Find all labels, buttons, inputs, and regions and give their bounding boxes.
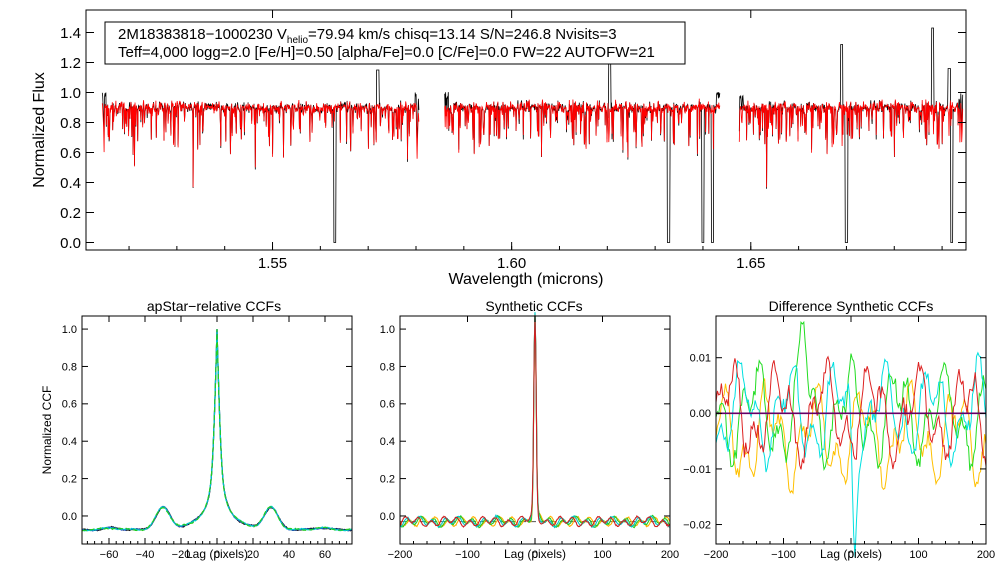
ccf-relative-xtick-label: 0 bbox=[214, 549, 220, 561]
ccf-relative-ytick-label: 0.0 bbox=[62, 511, 77, 523]
spectrum-ytick-label: 1.0 bbox=[60, 85, 81, 102]
ccf-difference-ytick-label: 0.00 bbox=[690, 408, 711, 420]
ccf-relative-xtick-label: −40 bbox=[136, 549, 155, 561]
ccf-synthetic-xlabel: Lag (pixels) bbox=[504, 547, 566, 561]
ccf-synthetic-line-4 bbox=[399, 315, 671, 528]
info-line-1: 2M18383818−1000230 Vhelio=79.94 km/s chi… bbox=[118, 26, 617, 46]
ccf-synthetic-xtick-label: 100 bbox=[593, 549, 611, 561]
ccf-synthetic-ytick-label: 0.6 bbox=[380, 399, 395, 411]
spectrum-ytick-label: 0.4 bbox=[60, 175, 81, 192]
ccf-relative-ytick-label: 1.0 bbox=[62, 324, 77, 336]
ccf-relative-series-layer bbox=[81, 329, 353, 532]
ccf-relative-xtick-label: 60 bbox=[319, 549, 331, 561]
ccf-difference-xtick-label: 200 bbox=[977, 549, 995, 561]
ccf-difference-ytick-label: −0.01 bbox=[683, 464, 711, 476]
ccf-synthetic-xtick-label: 0 bbox=[532, 549, 538, 561]
ccf-difference-panel: Difference Synthetic CCFs −200 −100 0 100 20… bbox=[683, 298, 995, 561]
spectrum-ytick-label: 1.4 bbox=[60, 25, 81, 42]
ccf-difference-line-4 bbox=[715, 355, 987, 470]
info-line-1-prefix: 2M18383818−1000230 V bbox=[118, 26, 287, 43]
ccf-difference-xlabel: Lag (pixels) bbox=[820, 547, 882, 561]
ccf-relative-panel: apStar−relative CCFs −60 −40 −20 0 20 40 60 0.0… bbox=[40, 298, 353, 561]
ccf-synthetic-ticks: −200 −100 0 100 200 0.0 0.2 0.4 0.6 0.8 1.0 bbox=[380, 316, 679, 561]
info-line-1-suffix: =79.94 km/s chisq=13.14 S/N=246.8 Nvisit… bbox=[308, 26, 617, 43]
ccf-difference-ytick-label: 0.01 bbox=[690, 353, 711, 365]
spectrum-ytick-label: 0.6 bbox=[60, 145, 81, 162]
ccf-synthetic-ytick-label: 0.0 bbox=[380, 511, 395, 523]
ccf-difference-xtick-label: 100 bbox=[909, 549, 927, 561]
ccf-difference-xtick-label: 0 bbox=[848, 549, 854, 561]
spectrum-series-layer bbox=[101, 27, 964, 243]
ccf-relative-ytick-label: 0.6 bbox=[62, 399, 77, 411]
ccf-difference-series-layer bbox=[715, 320, 987, 558]
spectrum-ylabel: Normalized Flux bbox=[31, 72, 48, 188]
ccf-relative-ytick-label: 0.2 bbox=[62, 473, 77, 485]
spectrum-ytick-label: 0.8 bbox=[60, 115, 81, 132]
info-line-2: Teff=4,000 logg=2.0 [Fe/H]=0.50 [alpha/F… bbox=[118, 44, 655, 61]
ccf-synthetic-panel: Synthetic CCFs −200 −100 0 100 200 0.0 0.2 0.4 0… bbox=[380, 298, 679, 561]
ccf-difference-xtick-label: −100 bbox=[771, 549, 796, 561]
ccf-synthetic-ytick-label: 1.0 bbox=[380, 324, 395, 336]
spectrum-plot-frame bbox=[85, 9, 967, 251]
ccf-relative-ytick-label: 0.4 bbox=[62, 436, 77, 448]
ccf-synthetic-ytick-label: 0.4 bbox=[380, 436, 395, 448]
spectrum-ytick-label: 0.0 bbox=[60, 235, 81, 252]
spectrum-xtick-label: 1.60 bbox=[497, 255, 526, 272]
info-line-1-subscript: helio bbox=[287, 35, 309, 46]
spectrum-ytick-label: 0.2 bbox=[60, 205, 81, 222]
ccf-relative-ytick-label: 0.8 bbox=[62, 361, 77, 373]
ccf-synthetic-ytick-label: 0.8 bbox=[380, 361, 395, 373]
spectrum-ticks: 1.55 1.60 1.65 0.0 0.2 0.4 0.6 0.8 1.0 1.2 1.4 bbox=[60, 10, 966, 272]
ccf-relative-xtick-label: −20 bbox=[172, 549, 191, 561]
ccf-difference-line-3 bbox=[715, 351, 987, 558]
spectrum-ytick-label: 1.2 bbox=[60, 55, 81, 72]
ccf-relative-line-4 bbox=[81, 329, 353, 532]
ccf-synthetic-xtick-label: 200 bbox=[661, 549, 679, 561]
spectrum-xlabel: Wavelength (microns) bbox=[448, 271, 603, 288]
ccf-relative-ylabel: Normalized CCF bbox=[40, 386, 54, 475]
ccf-relative-xlabel: Lag (pixels) bbox=[186, 547, 248, 561]
ccf-difference-title: Difference Synthetic CCFs bbox=[769, 298, 934, 314]
ccf-difference-ticks: −200 −100 0 100 200 −0.02 −0.01 0.00 0.01 bbox=[683, 316, 995, 561]
ccf-relative-ticks: −60 −40 −20 0 20 40 60 0.0 0.2 0.4 0.6 0.8 1.0 bbox=[62, 316, 352, 561]
ccf-synthetic-xtick-label: −100 bbox=[455, 549, 480, 561]
spectrum-panel: 1.55 1.60 1.65 0.0 0.2 0.4 0.6 0.8 1.0 1.2 1.4 Wav… bbox=[31, 9, 967, 288]
ccf-difference-line-2 bbox=[715, 320, 987, 471]
ccf-synthetic-title: Synthetic CCFs bbox=[485, 298, 582, 314]
ccf-relative-xtick-label: 20 bbox=[247, 549, 259, 561]
spectrum-model-line bbox=[101, 98, 964, 188]
ccf-difference-xtick-label: −200 bbox=[704, 549, 729, 561]
ccf-synthetic-ytick-label: 0.2 bbox=[380, 473, 395, 485]
spectrum-xtick-label: 1.65 bbox=[736, 255, 765, 272]
ccf-difference-ytick-label: −0.02 bbox=[683, 519, 711, 531]
ccf-relative-title: apStar−relative CCFs bbox=[147, 298, 281, 314]
spectrum-xtick-label: 1.55 bbox=[258, 255, 287, 272]
ccf-synthetic-xtick-label: −200 bbox=[388, 549, 413, 561]
info-box: 2M18383818−1000230 Vhelio=79.94 km/s chi… bbox=[104, 21, 686, 65]
ccf-relative-xtick-label: 40 bbox=[283, 549, 295, 561]
ccf-relative-xtick-label: −60 bbox=[100, 549, 119, 561]
